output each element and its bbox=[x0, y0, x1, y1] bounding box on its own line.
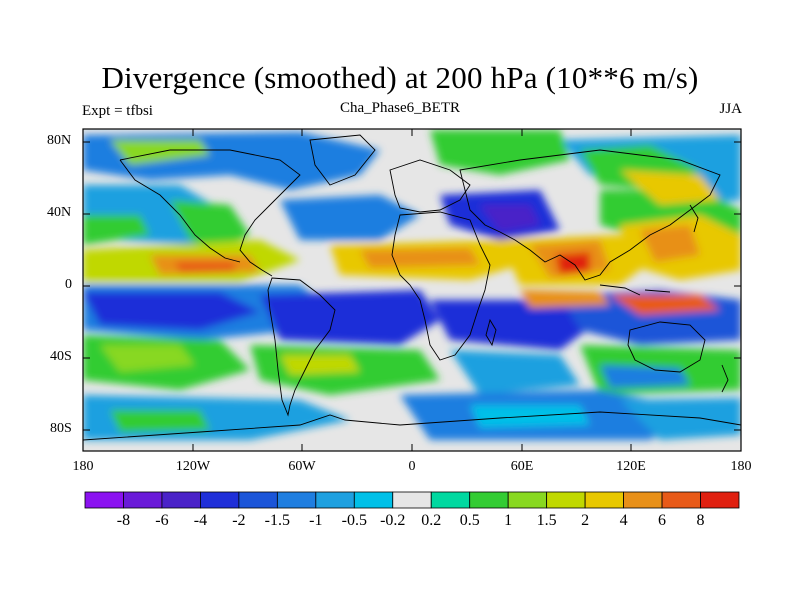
colorbar-swatch bbox=[546, 491, 586, 509]
lon-label-60w: 60W bbox=[288, 459, 316, 474]
season-label: JJA bbox=[719, 101, 742, 117]
colorbar-swatch bbox=[507, 491, 548, 509]
colorbar-swatch bbox=[661, 491, 701, 509]
experiment-label: Expt = tfbsi bbox=[82, 103, 153, 119]
colorbar-label: -2 bbox=[232, 512, 246, 529]
divergence-field bbox=[83, 129, 741, 451]
colorbar-label: -0.2 bbox=[380, 512, 406, 529]
colorbar-swatch bbox=[315, 491, 355, 509]
lon-ticks bbox=[82, 129, 742, 451]
colorbar-label: 1 bbox=[504, 512, 513, 529]
colorbar-label: -0.5 bbox=[341, 512, 367, 529]
lat-label-0: 0 bbox=[65, 277, 72, 292]
colorbar-label: 8 bbox=[696, 512, 705, 529]
colorbar-swatch bbox=[469, 491, 509, 509]
colorbar-label: -1.5 bbox=[264, 512, 290, 529]
colorbar-label: 0.5 bbox=[459, 512, 480, 529]
map-title: Divergence (smoothed) at 200 hPa (10**6 … bbox=[101, 60, 699, 95]
lon-label-60e: 60E bbox=[510, 459, 534, 474]
colorbar-swatch bbox=[584, 491, 624, 509]
lon-label-120e: 120E bbox=[616, 459, 646, 474]
colorbar-label: 6 bbox=[658, 512, 667, 529]
colorbar-swatch bbox=[392, 491, 432, 509]
colorbar-label: 2 bbox=[581, 512, 590, 529]
lon-label-0: 0 bbox=[408, 459, 416, 474]
colorbar-swatch bbox=[84, 491, 124, 509]
colorbar-swatch bbox=[353, 491, 394, 509]
colorbar-label: 4 bbox=[619, 512, 628, 529]
run-name: Cha_Phase6_BETR bbox=[340, 100, 460, 116]
lat-label-40n: 40N bbox=[47, 205, 72, 220]
colorbar-swatch bbox=[276, 491, 317, 509]
colorbar bbox=[84, 491, 740, 509]
colorbar-swatch bbox=[700, 491, 740, 509]
lon-label-180w: 180 bbox=[72, 459, 94, 474]
colorbar-swatch bbox=[238, 491, 278, 509]
lat-label-80s: 80S bbox=[50, 421, 72, 436]
colorbar-label: -1 bbox=[309, 512, 323, 529]
colorbar-swatch bbox=[123, 491, 163, 509]
colorbar-swatch bbox=[430, 491, 471, 509]
colorbar-label: -6 bbox=[155, 512, 169, 529]
lat-ticks bbox=[83, 141, 741, 431]
colorbar-label: -8 bbox=[116, 512, 131, 529]
colorbar-label: 1.5 bbox=[536, 512, 557, 529]
coastlines bbox=[83, 134, 741, 441]
lon-label-180e: 180 bbox=[730, 459, 752, 474]
colorbar-swatch bbox=[200, 491, 240, 509]
lon-label-120w: 120W bbox=[175, 459, 211, 474]
lat-label-40s: 40S bbox=[50, 349, 72, 364]
lat-label-80n: 80N bbox=[47, 133, 72, 148]
colorbar-label: 0.2 bbox=[421, 512, 442, 529]
colorbar-swatch bbox=[161, 491, 201, 509]
colorbar-label: -4 bbox=[193, 512, 208, 529]
colorbar-swatch bbox=[623, 491, 663, 509]
